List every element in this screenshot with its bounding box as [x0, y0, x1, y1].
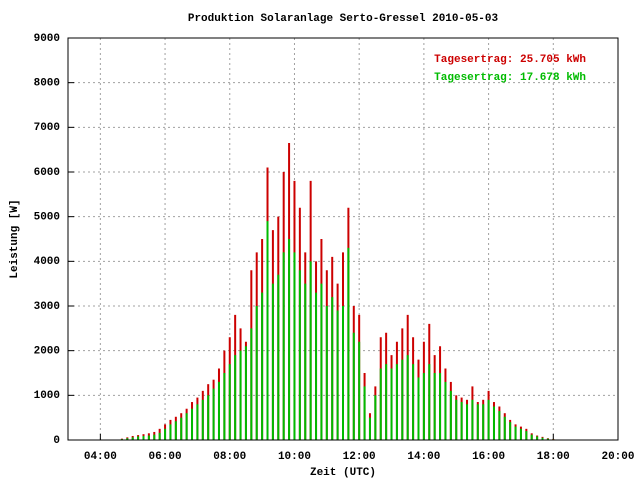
y-tick-label: 1000 — [34, 390, 60, 402]
y-tick-label: 5000 — [34, 212, 60, 224]
y-axis-label: Leistung [W] — [9, 199, 21, 278]
y-tick-label: 4000 — [34, 256, 60, 268]
y-tick-label: 2000 — [34, 346, 60, 358]
y-tick-label: 0 — [53, 435, 60, 447]
x-tick-label: 14:00 — [407, 451, 440, 463]
x-tick-label: 10:00 — [278, 451, 311, 463]
x-tick-label: 06:00 — [149, 451, 182, 463]
x-tick-label: 20:00 — [601, 451, 634, 463]
plot-border — [67, 37, 619, 441]
annotation: Tagesertrag: 25.705 kWh — [434, 54, 586, 66]
x-tick-label: 12:00 — [343, 451, 376, 463]
y-tick-label: 8000 — [34, 78, 60, 90]
x-axis-label: Zeit (UTC) — [310, 467, 376, 479]
x-tick-label: 16:00 — [472, 451, 505, 463]
chart-title: Produktion Solaranlage Serto-Gressel 201… — [188, 13, 499, 25]
y-tick-label: 6000 — [34, 167, 60, 179]
x-tick-label: 18:00 — [537, 451, 570, 463]
y-tick-label: 9000 — [34, 33, 60, 45]
annotation: Tagesertrag: 17.678 kWh — [434, 72, 586, 84]
x-tick-label: 08:00 — [213, 451, 246, 463]
x-tick-label: 04:00 — [84, 451, 117, 463]
y-tick-label: 3000 — [34, 301, 60, 313]
y-tick-label: 7000 — [34, 122, 60, 134]
